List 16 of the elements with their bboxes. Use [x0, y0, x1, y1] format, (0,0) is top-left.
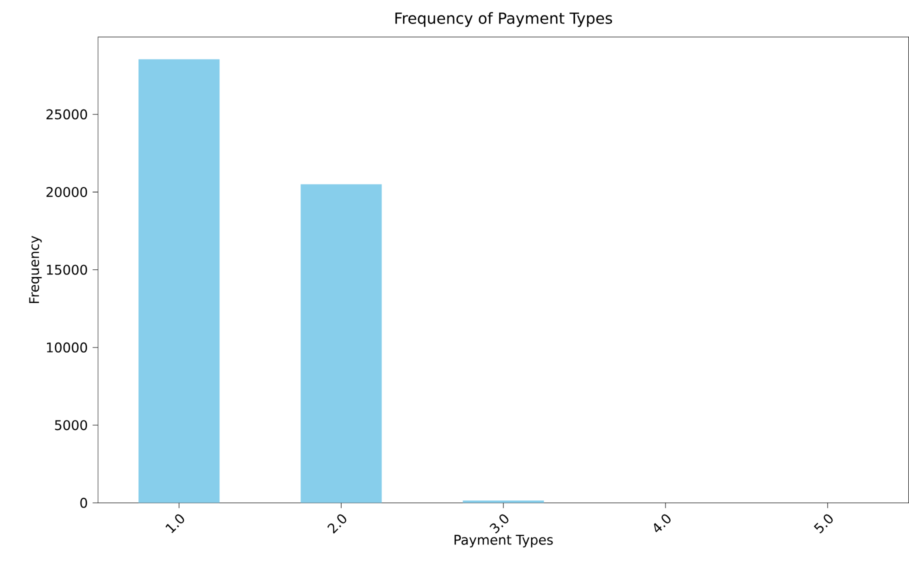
x-axis-title: Payment Types: [454, 535, 553, 548]
x-tick-label: 4.0: [654, 514, 671, 532]
y-tick-label: 0: [80, 498, 88, 508]
y-tick-label: 10000: [46, 342, 88, 353]
y-tick-label: 25000: [46, 109, 88, 120]
y-axis-title: Frequency: [29, 236, 42, 304]
x-tick-label: 5.0: [814, 514, 833, 534]
bar: [300, 184, 382, 503]
x-tick-label: 3.0: [490, 514, 508, 534]
chart-title: Frequency of Payment Types: [395, 12, 612, 28]
x-tick-label: 2.0: [327, 514, 346, 534]
bar: [138, 59, 220, 503]
y-tick-label: 5000: [55, 420, 88, 430]
y-tick-label: 15000: [46, 264, 88, 275]
x-tick-label: 1.0: [166, 514, 184, 534]
y-tick-label: 20000: [46, 187, 88, 198]
